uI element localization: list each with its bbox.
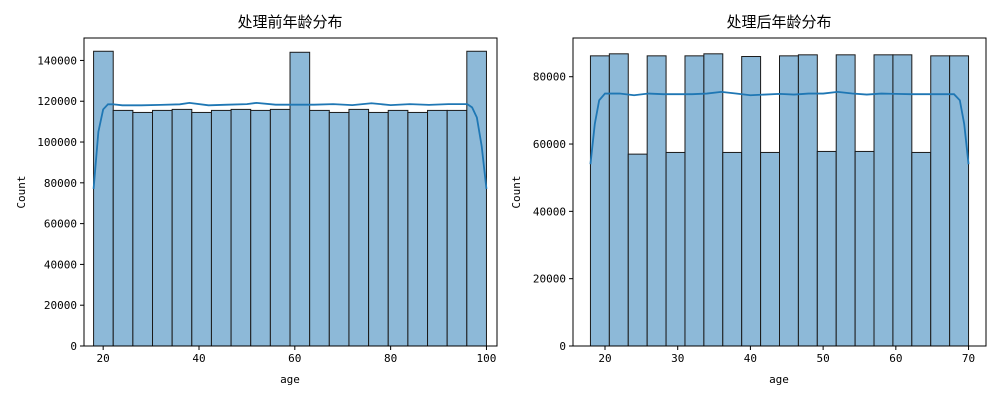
y-tick-label: 40000 (44, 258, 77, 271)
y-tick-label: 40000 (533, 205, 566, 218)
histogram-bar (348, 108, 370, 347)
x-axis-ticks: 20 30 40 50 60 70 (598, 346, 975, 365)
histogram-bars (93, 50, 487, 347)
histogram-bar (627, 153, 648, 347)
x-axis-label: age (769, 373, 789, 386)
x-tick-label: 60 (288, 352, 301, 365)
y-axis-ticks: 0 20000 40000 60000 80000 (533, 71, 573, 353)
histogram-bar (191, 111, 212, 347)
x-tick-label: 40 (192, 352, 205, 365)
histogram-bar (250, 109, 271, 347)
histogram-bar (132, 111, 154, 347)
histogram-bar (210, 109, 232, 347)
histogram-bar (722, 151, 743, 347)
y-tick-label: 0 (70, 340, 77, 353)
histogram-bar (665, 151, 686, 347)
histogram-bar (407, 111, 429, 347)
histogram-bars (589, 53, 970, 347)
histogram-bar (741, 56, 762, 347)
y-axis-ticks: 0 20000 40000 60000 80000 100000 120000 140000 (37, 54, 84, 353)
y-tick-label: 0 (559, 340, 566, 353)
histogram-bar (466, 50, 487, 347)
histogram-bar (608, 53, 629, 347)
histogram-bar (854, 150, 875, 347)
histogram-bar (269, 108, 291, 347)
histogram-bar (703, 53, 724, 347)
histogram-panel-before: 处理前年龄分布 age Count 20 40 60 80 100 0 20000 4000… (15, 13, 498, 386)
histogram-bar (368, 111, 389, 347)
plot-frame (572, 37, 987, 347)
histogram-bar (873, 54, 894, 347)
y-tick-label: 60000 (533, 138, 566, 151)
histogram-bar (289, 51, 311, 347)
x-tick-label: 20 (97, 352, 110, 365)
histogram-bar (816, 150, 837, 347)
histogram-bar (328, 111, 350, 347)
histogram-bar (646, 55, 667, 347)
x-tick-label: 50 (817, 352, 830, 365)
plot-frame (83, 37, 498, 347)
histogram-bar (427, 109, 448, 347)
y-tick-label: 80000 (44, 177, 77, 190)
histogram-bar (911, 151, 932, 347)
histogram-bar (171, 108, 193, 347)
y-tick-label: 120000 (37, 95, 77, 108)
kde-curve (92, 101, 488, 190)
chart-title: 处理后年龄分布 (726, 13, 831, 31)
histogram-bar (797, 54, 818, 347)
y-tick-label: 80000 (533, 71, 566, 84)
histogram-panel-after: 处理后年龄分布 age Count 20 30 40 50 60 70 0 20000 400… (510, 13, 987, 386)
y-tick-label: 20000 (44, 299, 77, 312)
x-tick-label: 30 (671, 352, 684, 365)
histogram-bar (112, 109, 134, 347)
x-tick-label: 100 (477, 352, 497, 365)
histogram-bar (835, 54, 856, 347)
histogram-bar (930, 55, 951, 347)
y-tick-label: 140000 (37, 54, 77, 67)
chart-title: 处理前年龄分布 (237, 13, 342, 31)
y-tick-label: 60000 (44, 218, 77, 231)
x-tick-label: 40 (744, 352, 757, 365)
y-tick-label: 100000 (37, 136, 77, 149)
histogram-bar (230, 108, 252, 347)
histogram-bar (93, 50, 114, 347)
x-axis-ticks: 20 40 60 80 100 (97, 346, 497, 365)
y-axis-label: Count (510, 175, 523, 208)
kde-curve (589, 90, 970, 165)
y-axis-label: Count (15, 175, 28, 208)
y-tick-label: 20000 (533, 273, 566, 286)
x-tick-label: 20 (598, 352, 611, 365)
histogram-bar (387, 109, 409, 347)
histogram-bar (152, 109, 173, 347)
x-axis-label: age (280, 373, 300, 386)
x-tick-label: 80 (384, 352, 397, 365)
histogram-bar (309, 109, 330, 347)
histogram-bar (446, 109, 468, 347)
histogram-bar (684, 55, 705, 347)
histogram-bar (760, 151, 780, 347)
histogram-bar (892, 54, 913, 347)
x-tick-label: 70 (962, 352, 975, 365)
histogram-bar (779, 55, 799, 347)
x-tick-label: 60 (889, 352, 902, 365)
